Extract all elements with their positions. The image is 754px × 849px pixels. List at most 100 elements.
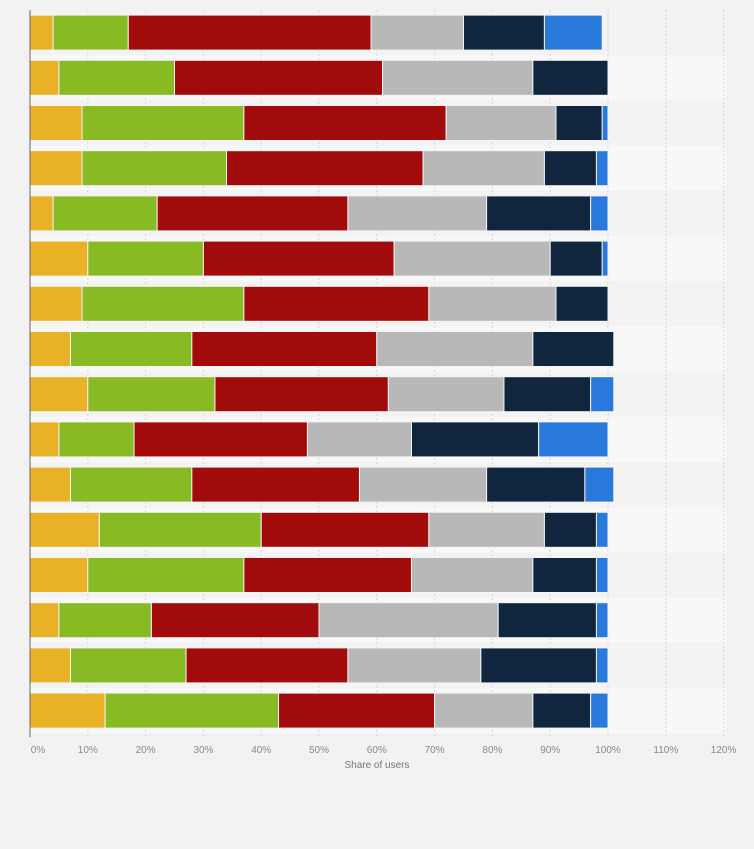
bar-segment-row7-series5 [555,285,609,322]
bar-segment-row2-series2 [58,59,175,96]
bar-segment-row1-series3 [127,14,372,51]
bar-segment-row13-series3 [243,557,412,593]
bar-segment-row15-series1 [29,647,71,684]
bar-segment-row5-series5 [486,195,592,232]
bar-segment-row3-series4 [445,105,557,141]
bar-segment-row16-series2 [104,692,280,729]
bar-segment-row11-series5 [486,466,586,503]
bar-segment-row10-series6 [538,421,609,458]
bar-segment-row15-series6 [595,647,609,684]
bar-segment-row5-series6 [590,195,609,232]
bar-segment-row10-series3 [133,421,308,458]
bar-segment-row4-series4 [422,150,545,187]
bar-segment-row9-series3 [214,376,389,413]
x-tick-label: 30% [193,745,213,756]
bar-segment-row6-series6 [601,240,609,277]
x-tick-label: 100% [595,745,621,756]
bar-segment-row5-series3 [156,195,349,232]
x-tick-label: 20% [136,745,156,756]
x-tick-label: 60% [367,745,387,756]
bar-segment-row11-series1 [29,466,71,503]
bar-segment-row1-series2 [52,14,129,51]
x-tick-label: 10% [78,745,98,756]
bar-segment-row12-series6 [595,511,609,548]
bar-segment-row10-series1 [29,421,60,458]
bar-segment-row6-series4 [393,240,551,277]
bar-segment-row8-series2 [69,331,193,367]
bar-segment-row12-series5 [543,511,597,548]
x-tick-label: 50% [309,745,329,756]
bar-segment-row8-series1 [29,331,71,367]
bar-segment-row11-series4 [358,466,488,503]
bar-segment-row8-series3 [191,331,378,367]
bar-segment-row3-series6 [601,105,609,141]
bar-segment-row10-series5 [410,421,540,458]
bar-segment-row16-series1 [29,692,106,729]
bar-segment-row15-series4 [347,647,482,684]
x-tick-label: 110% [653,745,678,756]
bar-segment-row9-series5 [503,376,592,413]
x-tick-label: 40% [251,745,271,756]
x-tick-label: 120% [711,745,737,756]
bar-segment-row15-series5 [480,647,597,684]
bar-segment-row2-series1 [29,59,60,96]
bar-segment-row8-series5 [532,331,615,367]
bar-segment-row15-series3 [185,647,349,684]
bar-segment-row4-series6 [595,150,609,187]
bar-segment-row1-series5 [463,14,545,51]
bar-segment-row5-series2 [52,195,158,232]
bar-segment-row4-series5 [543,150,597,187]
bar-segment-row12-series2 [98,511,262,548]
bar-segment-row13-series4 [410,557,534,593]
bar-segment-row6-series2 [87,240,204,277]
bar-segment-row10-series4 [306,421,412,458]
bar-segment-row12-series3 [260,511,430,548]
bar-segment-row6-series1 [29,240,89,277]
bar-segment-row1-series6 [543,14,603,51]
bar-segment-row11-series6 [584,466,615,503]
bar-segment-row5-series1 [29,195,54,232]
bar-segment-row7-series4 [428,285,557,322]
bar-segment-row4-series3 [226,150,424,187]
bar-segment-row9-series1 [29,376,89,413]
bar-segment-row12-series1 [29,511,100,548]
bar-segment-row11-series2 [69,466,193,503]
bar-segment-row13-series6 [595,557,609,593]
bar-segment-row4-series1 [29,150,83,187]
bar-segment-row9-series2 [87,376,216,413]
bar-segment-row14-series5 [497,602,597,639]
bar-segment-row13-series1 [29,557,89,593]
bar-segment-row14-series1 [29,602,60,639]
bar-segment-row14-series2 [58,602,152,639]
bar-segment-row9-series4 [387,376,505,413]
bar-segment-row3-series2 [81,105,245,141]
bar-segment-row2-series3 [174,59,384,96]
bar-segment-row14-series6 [595,602,609,639]
bar-segment-row7-series2 [81,285,245,322]
x-tick-label: 80% [482,745,502,756]
bar-segment-row7-series3 [243,285,430,322]
x-axis-label: Share of users [344,760,409,771]
bar-segment-row16-series5 [532,692,592,729]
bar-segment-row6-series3 [202,240,395,277]
bar-segment-row16-series3 [278,692,436,729]
bar-segment-row6-series5 [549,240,603,277]
bar-segment-row2-series4 [382,59,534,96]
bar-segment-row14-series4 [318,602,499,639]
bar-segment-row3-series5 [555,105,603,141]
bar-segment-row9-series6 [590,376,615,413]
bar-segment-row4-series2 [81,150,228,187]
bar-segment-row1-series4 [370,14,464,51]
x-tick-label: 0% [31,745,46,756]
bar-segment-row7-series1 [29,285,83,322]
bar-segment-row2-series5 [532,59,609,96]
bar-segment-row16-series4 [434,692,534,729]
bar-segment-row11-series3 [191,466,360,503]
bar-segment-row13-series2 [87,557,245,593]
bar-segment-row14-series3 [150,602,320,639]
bar-segment-row10-series2 [58,421,135,458]
bar-segment-row1-series1 [29,14,54,51]
bar-segment-row5-series4 [347,195,488,232]
x-tick-label: 90% [540,745,560,756]
